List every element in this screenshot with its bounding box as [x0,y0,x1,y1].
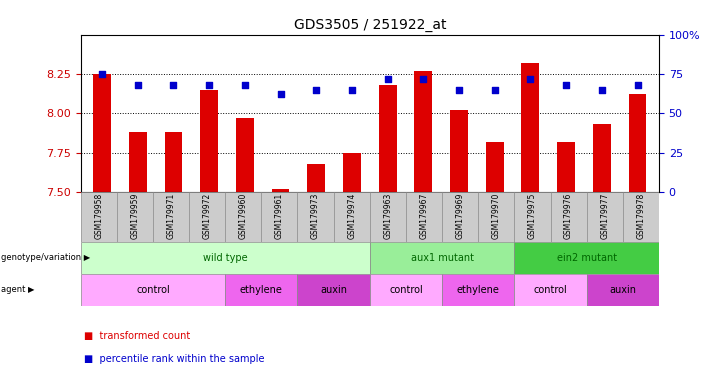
Bar [379,85,397,192]
Text: GSM179975: GSM179975 [528,193,537,239]
Point [418,76,429,82]
Bar [81,242,370,274]
Point [311,87,322,93]
Point [132,82,143,88]
Bar [271,189,290,192]
Text: GSM179969: GSM179969 [456,193,465,239]
Bar [515,242,659,274]
Bar [486,142,503,192]
Bar [629,94,646,192]
Point [275,91,286,98]
Bar [93,74,111,192]
Text: GSM179973: GSM179973 [311,193,320,239]
Point [346,87,358,93]
Point [561,82,572,88]
Text: control: control [533,285,567,295]
Text: GSM179978: GSM179978 [637,193,646,239]
Text: auxin: auxin [609,285,637,295]
Point [203,82,215,88]
Bar [414,71,433,192]
Text: GSM179971: GSM179971 [166,193,175,239]
Bar [225,274,297,306]
Text: GSM179961: GSM179961 [275,193,284,239]
Text: GSM179976: GSM179976 [564,193,573,239]
Point [454,87,465,93]
Point [489,87,501,93]
Bar [297,274,370,306]
Point [597,87,608,93]
Text: GSM179958: GSM179958 [94,193,103,239]
Text: wild type: wild type [203,253,247,263]
Bar [587,274,659,306]
Bar [165,132,182,192]
Text: ■  percentile rank within the sample: ■ percentile rank within the sample [84,354,264,364]
Point [239,82,250,88]
Text: ethylene: ethylene [240,285,283,295]
Bar [522,63,539,192]
Bar [200,90,218,192]
Text: ein2 mutant: ein2 mutant [557,253,617,263]
Point [525,76,536,82]
Text: GSM179960: GSM179960 [239,193,247,239]
Text: GSM179967: GSM179967 [419,193,428,239]
Bar [593,124,611,192]
Point [632,82,643,88]
Text: GSM179972: GSM179972 [203,193,212,239]
Text: GSM179959: GSM179959 [130,193,139,239]
Text: GSM179970: GSM179970 [492,193,501,239]
Bar [236,118,254,192]
Text: ■  transformed count: ■ transformed count [84,331,191,341]
Text: control: control [136,285,170,295]
Text: auxin: auxin [320,285,347,295]
Bar [370,274,442,306]
Text: aux1 mutant: aux1 mutant [411,253,474,263]
Bar [450,110,468,192]
Bar [370,242,515,274]
Point [168,82,179,88]
Point [97,71,108,77]
Bar [307,164,325,192]
Text: ethylene: ethylene [457,285,500,295]
Text: genotype/variation ▶: genotype/variation ▶ [1,253,90,262]
Bar [343,153,361,192]
Bar [557,142,575,192]
Text: GSM179977: GSM179977 [600,193,609,239]
Text: control: control [389,285,423,295]
Text: GSM179963: GSM179963 [383,193,393,239]
Text: GSM179974: GSM179974 [347,193,356,239]
Title: GDS3505 / 251922_at: GDS3505 / 251922_at [294,18,446,32]
Bar [129,132,147,192]
Point [382,76,393,82]
Bar [81,274,225,306]
Bar [515,274,587,306]
Text: agent ▶: agent ▶ [1,285,35,294]
Bar [442,274,515,306]
